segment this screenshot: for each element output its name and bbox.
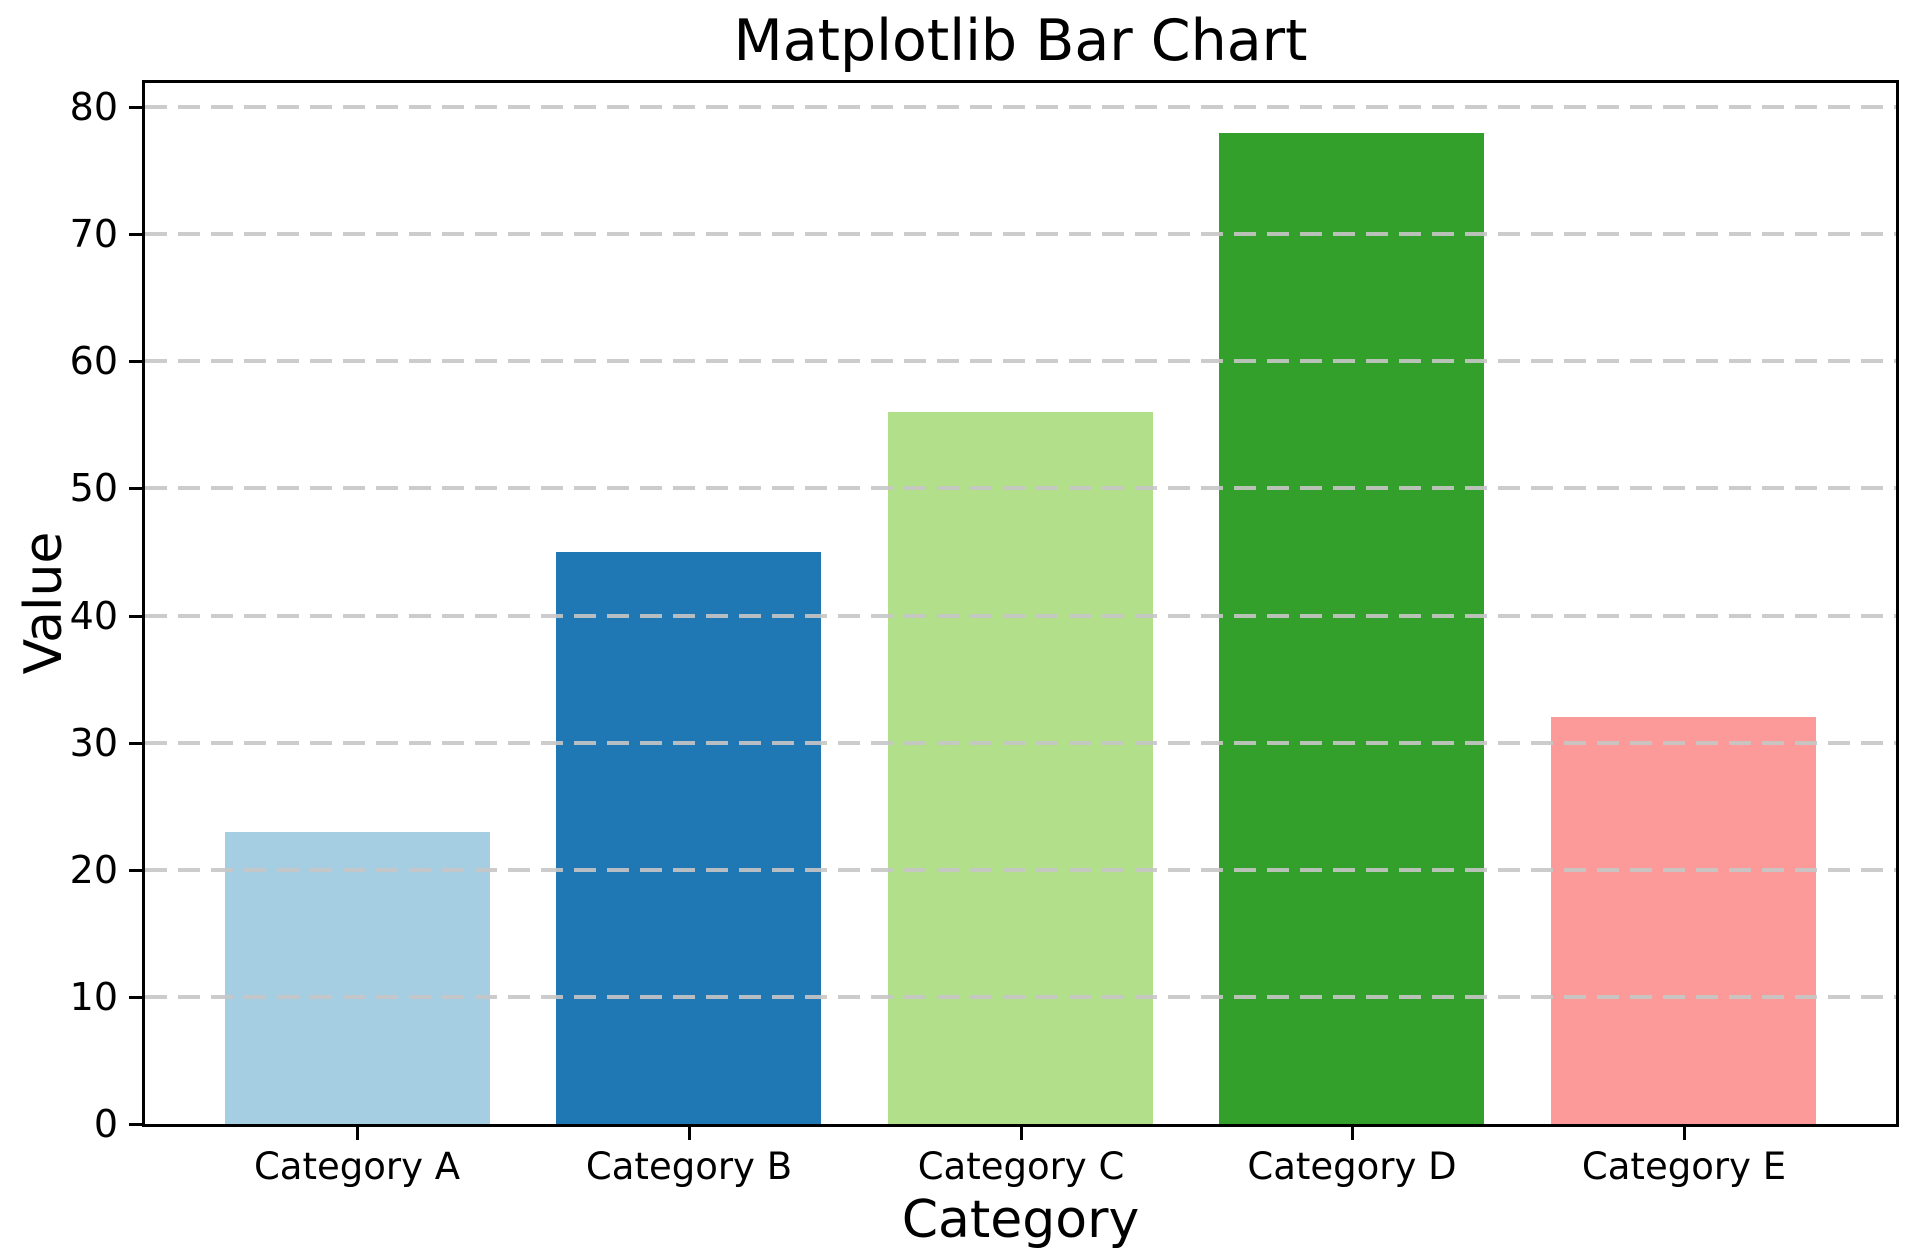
bar-category-a — [225, 832, 490, 1124]
gridline-y-70 — [145, 232, 1896, 236]
bar-category-d — [1219, 133, 1484, 1124]
y-tick-label-50: 50 — [69, 466, 118, 510]
x-tick-label-category-a: Category A — [253, 1145, 461, 1188]
y-tick-label-30: 30 — [69, 721, 118, 765]
y-tick-label-80: 80 — [69, 85, 118, 129]
gridline-y-50 — [145, 486, 1896, 490]
y-tick-mark-50 — [129, 487, 142, 490]
bar-category-e — [1551, 717, 1816, 1124]
gridline-y-20 — [145, 868, 1896, 872]
gridline-y-80 — [145, 105, 1896, 109]
y-tick-label-10: 10 — [69, 975, 118, 1019]
y-tick-label-60: 60 — [69, 339, 118, 383]
y-tick-label-20: 20 — [69, 848, 118, 892]
y-tick-mark-20 — [129, 869, 142, 872]
gridline-y-60 — [145, 359, 1896, 363]
x-tick-label-category-e: Category E — [1581, 1145, 1787, 1188]
y-tick-mark-60 — [129, 360, 142, 363]
x-tick-mark-4 — [1351, 1127, 1354, 1140]
chart-title: Matplotlib Bar Chart — [733, 8, 1308, 74]
y-tick-mark-30 — [129, 742, 142, 745]
x-tick-mark-3 — [1020, 1127, 1023, 1140]
x-tick-label-category-b: Category B — [585, 1145, 793, 1188]
y-tick-mark-10 — [129, 996, 142, 999]
gridline-y-10 — [145, 995, 1896, 999]
y-tick-label-0: 0 — [93, 1102, 118, 1146]
plot-area — [142, 80, 1899, 1127]
x-tick-mark-1 — [356, 1127, 359, 1140]
x-tick-label-category-c: Category C — [917, 1145, 1125, 1188]
gridline-y-30 — [145, 741, 1896, 745]
x-axis-label: Category — [901, 1190, 1140, 1250]
x-tick-mark-2 — [688, 1127, 691, 1140]
x-tick-mark-5 — [1683, 1127, 1686, 1140]
y-tick-mark-40 — [129, 615, 142, 618]
y-tick-label-40: 40 — [69, 594, 118, 638]
y-tick-label-70: 70 — [69, 212, 118, 256]
x-tick-label-category-d: Category D — [1247, 1145, 1457, 1188]
gridline-y-40 — [145, 614, 1896, 618]
y-tick-mark-80 — [129, 106, 142, 109]
bar-category-c — [888, 412, 1153, 1124]
y-tick-mark-70 — [129, 233, 142, 236]
y-tick-mark-0 — [129, 1123, 142, 1126]
bar-category-b — [556, 552, 821, 1124]
